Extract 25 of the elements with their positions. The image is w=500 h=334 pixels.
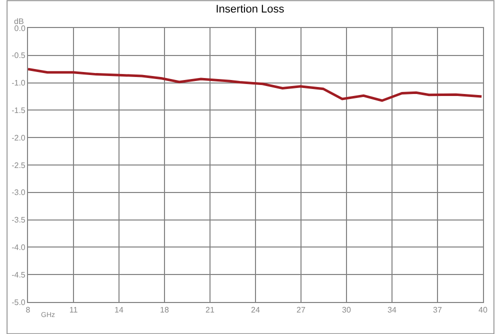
y-tick-label: -3.0 [12, 188, 26, 198]
x-tick-label: 11 [69, 306, 78, 315]
line-series [28, 68, 483, 102]
x-tick-label: 18 [160, 306, 170, 315]
y-tick-label: -1.0 [12, 78, 26, 88]
x-tick-label: 27 [296, 306, 306, 315]
x-tick-label: 24 [251, 306, 260, 315]
x-tick-label: 14 [114, 306, 124, 315]
y-tick-label: -3.5 [12, 216, 26, 225]
y-tick-label: -4.5 [12, 270, 26, 280]
x-tick-label: 37 [433, 306, 442, 315]
y-tick-label: -1.5 [12, 106, 26, 115]
y-tick-label: -2.0 [12, 133, 26, 142]
x-tick-label: 30 [342, 306, 352, 315]
x-tick-label: 21 [206, 306, 215, 315]
y-axis-title: dB [14, 17, 24, 26]
x-tick-label: 8 [26, 306, 31, 315]
y-tick-label: -0.5 [12, 51, 26, 60]
x-tick-label: 40 [478, 306, 488, 315]
chart-title: Insertion Loss [216, 4, 285, 16]
y-tick-label: -5.0 [12, 298, 26, 307]
x-tick-label: 34 [388, 306, 397, 315]
y-tick-label: -4.0 [12, 243, 26, 252]
y-tick-label: -2.5 [12, 160, 26, 170]
y-tick-label: 0.0 [14, 24, 26, 33]
